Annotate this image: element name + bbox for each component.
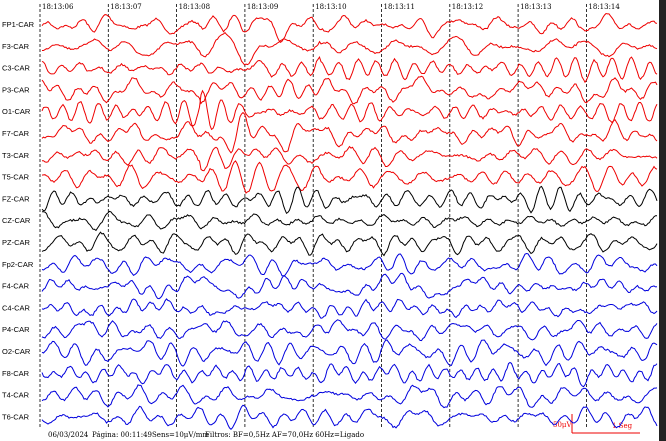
- time-label: 18:13:11: [384, 3, 415, 11]
- channel-label: T3-CAR: [2, 151, 30, 160]
- time-label: 18:13:13: [520, 3, 551, 11]
- channel-label: T6-CAR: [2, 412, 30, 421]
- channel-label: P3-CAR: [2, 85, 30, 94]
- eeg-trace: [41, 384, 658, 409]
- eeg-trace: [41, 75, 658, 105]
- footer-page: Página: 00:11:49: [92, 431, 152, 439]
- channel-label: F3-CAR: [2, 42, 30, 51]
- channel-label: T4-CAR: [2, 391, 30, 400]
- time-label: 18:13:09: [247, 3, 278, 11]
- eeg-trace: [41, 404, 658, 431]
- channel-label: P4-CAR: [2, 325, 30, 334]
- eeg-trace: [41, 252, 658, 277]
- eeg-trace: [41, 55, 658, 84]
- channel-label: T5-CAR: [2, 173, 30, 182]
- eeg-trace: [42, 145, 658, 172]
- eeg-trace: [41, 298, 658, 319]
- channel-label: F7-CAR: [2, 129, 30, 138]
- footer-date: 06/03/2024: [48, 431, 89, 439]
- eeg-trace: [41, 339, 658, 367]
- channel-label: C4-CAR: [2, 303, 31, 312]
- channel-label: CZ-CAR: [2, 216, 31, 225]
- channel-label: O2-CAR: [2, 347, 31, 356]
- eeg-trace: [41, 210, 657, 232]
- channel-label: F8-CAR: [2, 369, 30, 378]
- time-label: 18:13:10: [315, 3, 346, 11]
- eeg-trace: [41, 185, 658, 215]
- time-label: 18:13:08: [179, 3, 210, 11]
- eeg-trace: [41, 272, 658, 300]
- scale-time: 1 Seg: [612, 422, 633, 430]
- channel-label: O1-CAR: [2, 107, 31, 116]
- eeg-trace: [41, 89, 658, 131]
- channel-label: FP1-CAR: [2, 20, 35, 29]
- eeg-trace: [41, 160, 658, 194]
- eeg-trace: [41, 12, 658, 43]
- eeg-trace: [41, 319, 658, 342]
- time-label: 18:13:12: [452, 3, 483, 11]
- eeg-trace: [41, 231, 658, 257]
- channel-label: PZ-CAR: [2, 238, 31, 247]
- channel-label: F4-CAR: [2, 282, 30, 291]
- channel-label: FZ-CAR: [2, 194, 30, 203]
- time-label: 18:13:06: [42, 3, 74, 11]
- scale-amplitude: 50μV: [553, 421, 572, 429]
- footer-filters: Filtros: BF=0,5Hz AF=70,0Hz 60Hz=Ligado: [205, 431, 364, 439]
- channel-label: C3-CAR: [2, 64, 31, 73]
- scrollbar[interactable]: [659, 0, 666, 441]
- eeg-trace: [41, 111, 658, 154]
- time-label: 18:13:07: [110, 3, 141, 11]
- footer-sensitivity: Sens=10μV/mm: [152, 431, 209, 439]
- eeg-trace: [42, 31, 658, 66]
- channel-label: Fp2-CAR: [2, 260, 34, 269]
- time-label: 18:13:14: [588, 3, 620, 11]
- eeg-trace: [41, 361, 658, 388]
